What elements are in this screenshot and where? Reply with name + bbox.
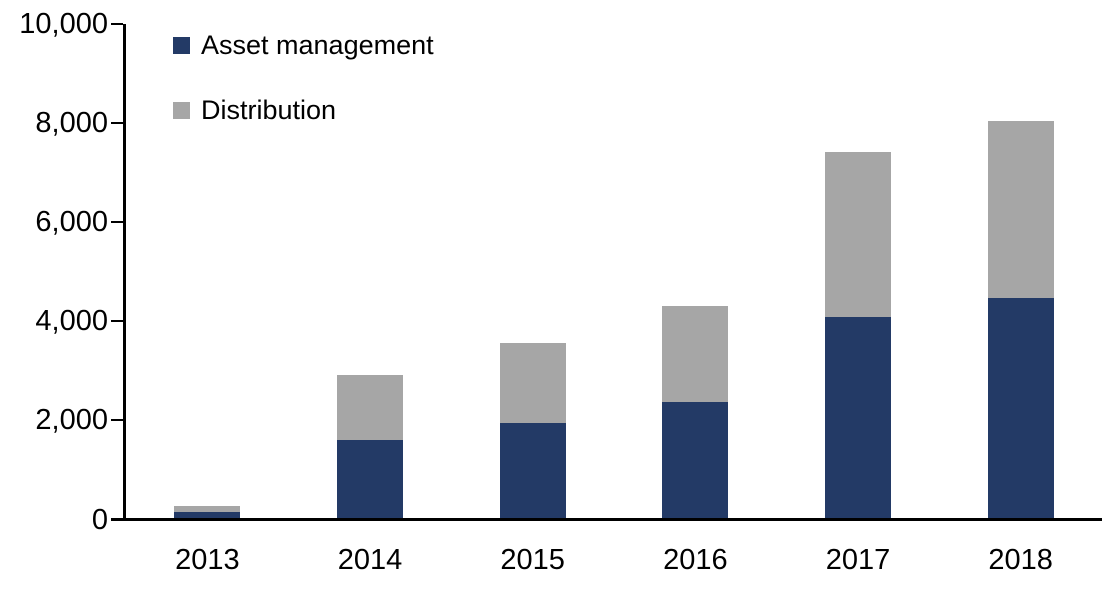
bar-segment-distribution-2018 xyxy=(987,121,1054,299)
bar-segment-asset-management-2015 xyxy=(499,423,566,518)
bar-segment-asset-management-2017 xyxy=(825,316,891,518)
y-axis-tick-label: 6,000 xyxy=(35,206,108,239)
y-axis-tick-label: 4,000 xyxy=(35,305,108,338)
bar-segment-distribution-2016 xyxy=(662,305,729,403)
bar-segment-asset-management-2014 xyxy=(337,439,403,518)
distribution-swatch-icon xyxy=(173,101,190,119)
bar-segment-distribution-2017 xyxy=(825,151,891,317)
y-axis-line xyxy=(123,24,126,521)
y-axis-tick-label: 2,000 xyxy=(35,404,108,437)
bar-segment-asset-management-2013 xyxy=(174,512,241,518)
y-axis-tick xyxy=(111,419,123,422)
bar-segment-asset-management-2018 xyxy=(987,298,1054,518)
legend-item-distribution: Distribution xyxy=(173,93,434,127)
x-axis-label-2016: 2016 xyxy=(663,544,728,576)
legend: Asset management Distribution xyxy=(173,28,434,127)
y-axis-tick xyxy=(111,22,123,25)
x-axis-label-2017: 2017 xyxy=(825,544,891,576)
y-axis-tick xyxy=(111,221,123,224)
y-axis-tick-label: 0 xyxy=(91,503,108,536)
x-axis-label-2018: 2018 xyxy=(988,544,1053,576)
y-axis-tick xyxy=(111,320,123,323)
y-axis-tick-label: 10,000 xyxy=(19,7,108,40)
bar-segment-distribution-2015 xyxy=(499,342,566,424)
legend-label-asset-management: Asset management xyxy=(201,30,434,60)
x-axis-line xyxy=(111,518,1102,521)
x-axis-label-2013: 2013 xyxy=(175,544,240,576)
y-axis-tick xyxy=(111,121,123,124)
x-axis-label-2014: 2014 xyxy=(337,544,403,576)
y-axis-tick-label: 8,000 xyxy=(35,106,108,139)
bar-segment-distribution-2014 xyxy=(337,375,403,440)
asset-management-swatch-icon xyxy=(173,36,190,54)
bar-segment-asset-management-2016 xyxy=(662,402,729,518)
bar-segment-distribution-2013 xyxy=(174,506,241,513)
legend-label-distribution: Distribution xyxy=(201,95,337,125)
legend-item-asset-management: Asset management xyxy=(173,28,434,62)
x-axis-label-2015: 2015 xyxy=(500,544,565,576)
